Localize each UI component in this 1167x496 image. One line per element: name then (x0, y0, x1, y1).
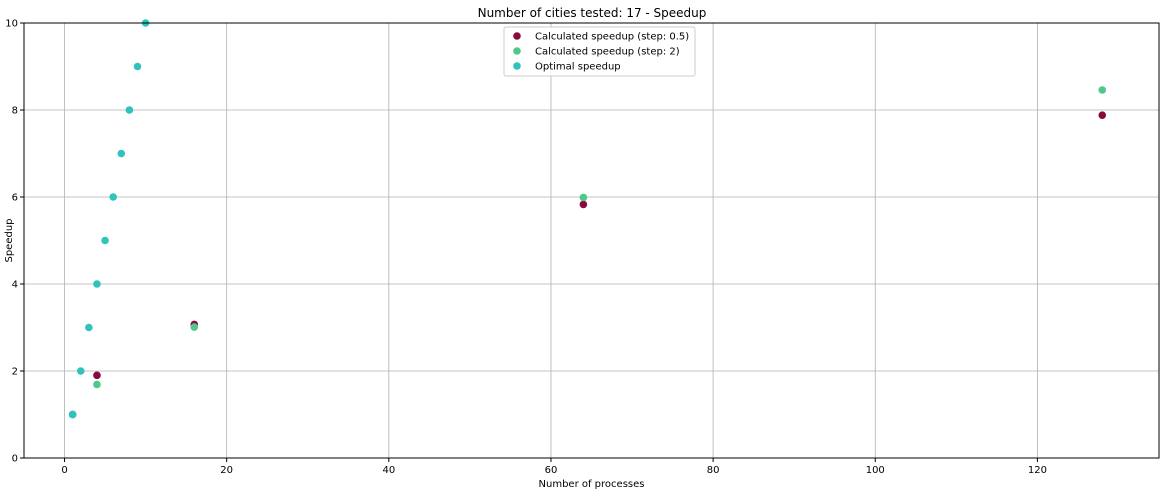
legend-marker-series-1 (513, 32, 521, 40)
data-point-series-3 (125, 106, 134, 114)
y-tick-label: 8 (12, 106, 18, 117)
data-point-series-3 (117, 149, 126, 158)
y-tick-label: 4 (12, 280, 18, 291)
y-tick-label: 6 (12, 193, 18, 204)
data-point-series-3 (133, 62, 142, 71)
axis-ticks: 0 20 40 60 80 100 120 0 2 4 6 8 10 (5, 19, 1047, 477)
legend-box (503, 26, 696, 77)
data-point-series-2 (579, 193, 588, 202)
chart-title: Number of cities tested: 17 - Speedup (478, 6, 707, 20)
data-point-series-2 (1098, 86, 1107, 94)
data-point-series-2 (93, 380, 101, 389)
plot-frame (23, 22, 1160, 459)
x-tick-label: 100 (866, 465, 885, 476)
legend-label-series-2: Calculated speedup (step: 2) (535, 47, 680, 58)
data-point-series-3 (76, 367, 85, 375)
data-point-series-1 (579, 200, 588, 209)
legend-label-series-3: Optimal speedup (535, 62, 621, 73)
y-axis-label: Speedup (4, 218, 15, 262)
legend-marker-series-3 (513, 62, 521, 70)
legend-marker-series-2 (513, 47, 521, 55)
data-point-series-1 (1098, 111, 1107, 120)
data-point-series-3 (109, 193, 117, 201)
data-point-series-3 (85, 323, 93, 332)
data-point-series-1 (93, 371, 101, 380)
data-point-series-3 (93, 280, 101, 288)
y-tick-label: 10 (5, 19, 18, 30)
x-tick-label: 0 (61, 465, 67, 476)
legend-label-series-1: Calculated speedup (step: 0.5) (535, 32, 689, 43)
data-point-series-3 (68, 410, 77, 419)
data-points (68, 19, 1107, 419)
y-tick-label: 0 (12, 454, 18, 465)
x-axis-label: Number of processes (539, 479, 645, 490)
x-tick-label: 120 (1028, 465, 1047, 476)
y-tick-label: 2 (12, 367, 18, 378)
x-tick-label: 20 (220, 465, 233, 476)
legend: Calculated speedup (step: 0.5) Calculated… (503, 26, 696, 77)
data-point-series-3 (101, 236, 109, 245)
x-tick-label: 80 (707, 465, 720, 476)
x-tick-label: 60 (545, 465, 558, 476)
data-point-series-2 (190, 323, 199, 331)
x-tick-label: 40 (382, 465, 395, 476)
